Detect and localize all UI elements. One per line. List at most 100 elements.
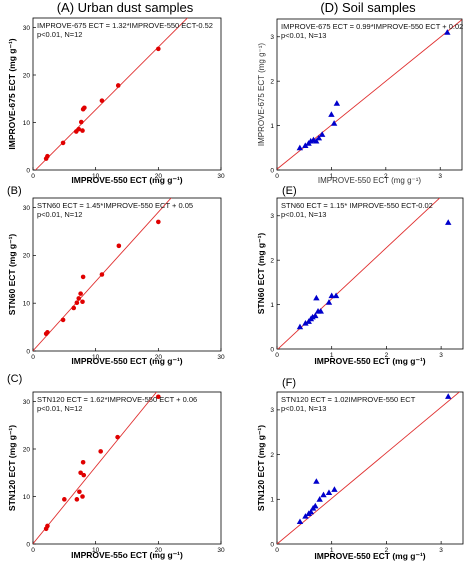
y-tick-label: 0 (270, 346, 274, 353)
data-point (45, 523, 50, 529)
plot-frame (32, 17, 222, 171)
data-point (99, 98, 105, 103)
data-point (80, 494, 85, 499)
x-axis-label: IMPROVE-550 ECT (mg g⁻¹) (314, 356, 425, 366)
panel-f: 0 1 2 3 0 1 2 3 STN120 ECT = 1.02IMPROVE-550 ECT… (256, 377, 464, 561)
plot-frame (276, 391, 464, 545)
x-tick-label: 0 (31, 547, 35, 554)
data-point (332, 292, 340, 299)
x-tick-label: 0 (275, 173, 279, 180)
data-point (445, 219, 452, 225)
y-axis-label: IMPROVE-675 ECT (mg g⁻¹) (7, 38, 17, 149)
panel-c: 0 10 20 30 0 10 20 30 STN120 ECT = 1.62*IMPROVE-… (7, 373, 225, 560)
y-tick-label: 10 (23, 120, 31, 127)
data-point (74, 300, 80, 306)
y-tick-label: 3 (270, 213, 274, 220)
data-point (80, 128, 85, 133)
data-point (60, 140, 66, 146)
x-axis-label: IMPROVE-550 ECT (mg g⁻¹) (318, 176, 422, 185)
y-axis-label: STN120 ECT (mg g⁻¹) (256, 425, 266, 511)
regression-annotation: STN120 ECT = 1.62*IMPROVE-550 ECT + 0.06 (37, 395, 197, 404)
data-point (80, 460, 86, 465)
y-axis-label: STN120 ECT (mg g⁻¹) (7, 425, 17, 511)
x-tick-label: 20 (155, 547, 163, 554)
x-axis-label: IMPROVE-550 ECT (mg g⁻¹) (71, 356, 182, 366)
column-title-soil: (D) Soil samples (320, 0, 416, 15)
data-point (312, 502, 319, 509)
y-tick-label: 1 (270, 497, 274, 504)
data-point (45, 330, 50, 335)
x-tick-label: 10 (92, 547, 100, 554)
data-point (156, 394, 161, 400)
data-point (312, 312, 319, 319)
x-tick-label: 30 (217, 547, 225, 554)
y-tick-label: 2 (270, 452, 274, 459)
data-point (156, 219, 161, 225)
y-tick-label: 3 (270, 34, 274, 41)
x-axis-label: IMPROVE-55o ECT (mg g⁻¹) (71, 550, 183, 560)
data-point (76, 296, 82, 301)
regression-annotation: p<0.01, N=13 (281, 404, 326, 413)
panel-e: 0 1 2 3 0 1 2 3 STN60 ECT = 1.15* IMPROVE-550 EC… (256, 185, 464, 366)
data-point (302, 513, 309, 519)
y-tick-label: 0 (270, 541, 274, 548)
x-tick-label: 10 (92, 173, 100, 180)
y-tick-label: 0 (270, 167, 274, 174)
y-tick-label: 20 (23, 253, 31, 260)
data-point (80, 274, 86, 280)
regression-line (33, 392, 158, 544)
regression-annotation: IMPROVE-675 ECT = 0.99*IMPROVE-550 ECT +… (281, 22, 463, 31)
data-point (317, 308, 324, 314)
plot-frame (276, 18, 463, 171)
x-tick-label: 1 (330, 547, 334, 554)
y-axis-label: STN60 ECT (mg g⁻¹) (256, 233, 266, 315)
x-tick-label: 3 (439, 352, 443, 359)
x-axis-label: IMPROVE-550 ECT (mg g⁻¹) (71, 175, 182, 185)
data-point (99, 272, 105, 277)
panel-label: (B) (7, 185, 22, 197)
data-point (296, 144, 304, 151)
y-tick-label: 10 (23, 494, 31, 501)
data-point (82, 105, 87, 111)
data-point (60, 317, 66, 323)
regression-annotation: p<0.01, N=12 (37, 404, 82, 413)
data-point (315, 134, 323, 141)
data-point (330, 120, 338, 126)
plot-frame (276, 197, 464, 350)
y-tick-label: 2 (270, 78, 274, 85)
data-point (116, 243, 122, 249)
y-tick-label: 30 (23, 205, 31, 212)
y-axis-label: STN60 ECT (mg g⁻¹) (7, 234, 17, 316)
y-tick-label: 2 (270, 257, 274, 264)
x-tick-label: 0 (31, 354, 35, 361)
regression-annotation: p<0.01, N=12 (37, 30, 82, 39)
data-point (307, 508, 315, 515)
data-point (156, 46, 161, 52)
panel-label: (E) (282, 185, 297, 197)
data-point (45, 153, 50, 159)
y-tick-label: 1 (270, 123, 274, 130)
data-point (444, 29, 451, 35)
data-point (325, 299, 333, 305)
x-tick-label: 2 (385, 547, 389, 554)
data-point (325, 489, 333, 495)
data-point (313, 478, 320, 484)
data-point (445, 393, 452, 399)
data-point (296, 518, 304, 525)
data-point (78, 291, 83, 296)
data-point (62, 497, 67, 502)
regression-annotation: p<0.01, N=12 (37, 210, 82, 219)
regression-annotation: STN60 ECT = 1.15* IMPROVE-550 ECT-0.02 (281, 201, 433, 210)
panel-label: (F) (282, 377, 296, 389)
x-tick-label: 1 (330, 352, 334, 359)
data-point (74, 497, 80, 502)
data-point (318, 131, 326, 137)
data-point (81, 472, 87, 478)
regression-annotation: p<0.01, N=13 (281, 210, 326, 219)
x-tick-label: 10 (92, 354, 100, 361)
plot-frame (32, 391, 222, 545)
x-tick-label: 30 (217, 354, 225, 361)
x-tick-label: 2 (384, 173, 388, 180)
y-axis-label: IMPROVE-675 ECT (mg g⁻¹) (257, 43, 266, 147)
panel-label: (C) (7, 373, 22, 385)
